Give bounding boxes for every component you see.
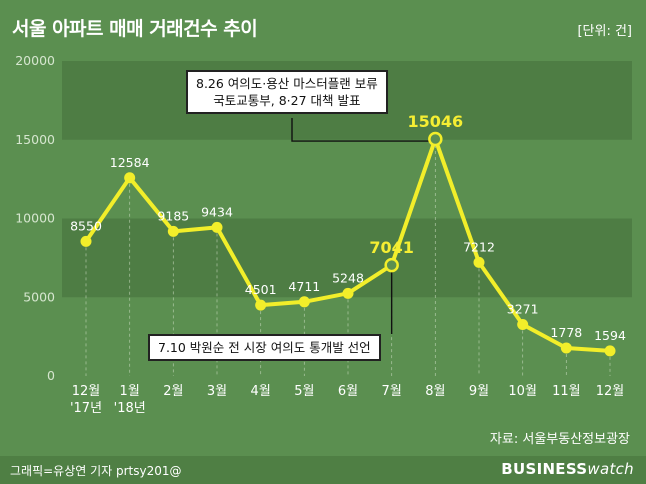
- data-label: 4711: [288, 279, 320, 294]
- chart-title: 서울 아파트 매매 거래건수 추이: [12, 18, 258, 40]
- footer-bar: 그래픽=유상연 기자 prtsy201@ BUSINESSwatch: [0, 456, 646, 484]
- data-point: [298, 296, 310, 308]
- data-point: [473, 256, 485, 268]
- data-label: 5248: [332, 270, 364, 285]
- data-label: 9434: [201, 204, 233, 219]
- x-tick-label: 11월: [552, 384, 581, 399]
- annotation-connector-top: [291, 118, 432, 142]
- x-tick-label: 5월: [294, 384, 314, 399]
- data-label: 12584: [110, 155, 150, 170]
- y-tick-label: 10000: [15, 211, 55, 226]
- brand-logo: BUSINESSwatch: [501, 460, 634, 478]
- brand-logo-light: watch: [587, 460, 634, 478]
- x-tick-label: 10월: [508, 384, 537, 399]
- y-tick-label: 15000: [15, 132, 55, 147]
- data-label: 1778: [550, 325, 582, 340]
- data-label: 9185: [157, 208, 189, 223]
- data-label: 1594: [594, 328, 626, 343]
- data-label: 3271: [507, 301, 539, 316]
- data-point: [517, 318, 529, 330]
- y-tick-label: 20000: [15, 53, 55, 68]
- y-tick-label: 0: [47, 368, 55, 383]
- annotation-top-line2: 국토교통부, 8·27 대책 발표: [213, 93, 361, 108]
- data-label: 7212: [463, 239, 495, 254]
- data-point-highlight: [384, 257, 399, 273]
- x-tick-label: 4월: [251, 384, 271, 399]
- data-point: [560, 342, 572, 354]
- x-tick-label: 6월: [338, 384, 358, 399]
- data-point: [255, 299, 267, 311]
- y-tick-label: 5000: [23, 289, 55, 304]
- x-tick-label: 1월 '18년: [114, 384, 146, 416]
- annotation-top-line1: 8.26 여의도·용산 마스터플랜 보류: [196, 76, 378, 91]
- data-point: [167, 225, 179, 237]
- data-point-highlight: [428, 131, 443, 147]
- grid-band: [62, 218, 632, 298]
- x-tick-label: 3월: [207, 384, 227, 399]
- data-label: 7041: [369, 238, 414, 257]
- data-point: [124, 172, 136, 184]
- x-tick-label: 12월: [596, 384, 625, 399]
- brand-logo-bold: BUSINESS: [501, 460, 588, 478]
- annotation-bottom: 7.10 박원순 전 시장 여의도 통개발 선언: [148, 334, 381, 361]
- line-chart: 0 5000 10000 15000 20000 12월 '17년 1월 '18년 2월 3월 4월…: [15, 53, 632, 416]
- x-tick-label: 8월: [425, 384, 445, 399]
- x-tick-label: 12월 '17년: [70, 384, 102, 416]
- data-label: 8550: [70, 218, 102, 233]
- data-point: [342, 287, 354, 299]
- unit-label: [단위: 건]: [577, 24, 632, 39]
- graphic-credit: 그래픽=유상연 기자 prtsy201@: [10, 464, 182, 478]
- data-point: [604, 345, 616, 357]
- source-label: 자료: 서울부동산정보광장: [489, 432, 630, 447]
- x-tick-label: 9월: [469, 384, 489, 399]
- annotation-top: 8.26 여의도·용산 마스터플랜 보류 국토교통부, 8·27 대책 발표: [186, 70, 388, 114]
- data-label: 4501: [245, 282, 277, 297]
- data-point: [80, 235, 92, 247]
- annotation-bottom-line1: 7.10 박원순 전 시장 여의도 통개발 선언: [158, 340, 371, 355]
- data-label: 15046: [407, 112, 463, 131]
- x-tick-label: 7월: [382, 384, 402, 399]
- x-tick-label: 2월: [163, 384, 183, 399]
- data-point: [211, 221, 223, 233]
